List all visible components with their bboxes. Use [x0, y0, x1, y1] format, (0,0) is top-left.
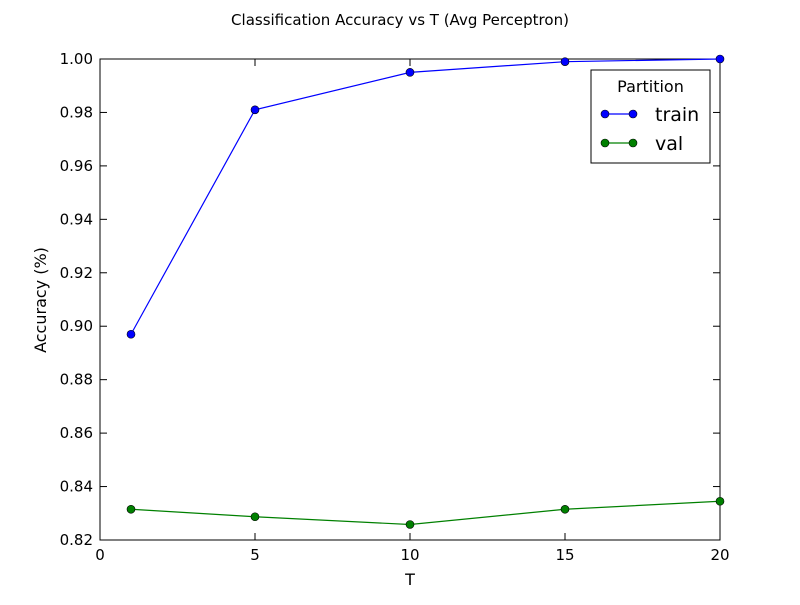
data-point-val — [715, 496, 725, 506]
y-tick-label: 0.98 — [60, 103, 93, 121]
data-point-val — [560, 504, 570, 514]
y-tick-label: 0.82 — [60, 531, 93, 549]
x-tick-label: 20 — [710, 546, 729, 564]
data-point-val — [126, 504, 136, 514]
legend-marker-train — [600, 109, 610, 119]
data-point-train — [126, 329, 136, 339]
x-axis-label: T — [404, 570, 415, 589]
x-tick-label: 10 — [400, 546, 419, 564]
data-point-train — [405, 68, 415, 77]
legend-box — [590, 69, 711, 164]
legend: Partition train val — [590, 69, 711, 164]
y-tick-label: 0.84 — [60, 478, 93, 496]
y-tick-label: 0.90 — [60, 317, 93, 335]
legend-label-val: val — [655, 133, 683, 155]
series-line-val — [130, 500, 721, 526]
y-tick-label: 0.92 — [60, 264, 93, 282]
data-point-train — [250, 105, 260, 115]
y-tick-label: 0.94 — [60, 210, 93, 228]
legend-title: Partition — [617, 77, 684, 96]
x-tick-label: 15 — [555, 546, 574, 564]
legend-marker-train — [628, 109, 638, 119]
data-point-val — [405, 520, 415, 529]
y-tick-label: 0.96 — [60, 157, 93, 175]
y-tick-label: 0.86 — [60, 424, 93, 442]
y-tick-label: 1.00 — [60, 50, 93, 68]
y-tick-label: 0.88 — [60, 371, 93, 389]
y-axis-label: Accuracy (%) — [31, 247, 50, 353]
legend-label-train: train — [655, 104, 699, 126]
data-point-train — [715, 54, 725, 64]
legend-marker-val — [600, 138, 610, 148]
data-point-val — [250, 512, 260, 522]
data-point-train — [560, 57, 570, 66]
plot-area: 0 5 10 15 20 0.82 0.84 0.86 0.88 0.90 0.92 0.94 0.96… — [60, 50, 730, 564]
legend-marker-val — [628, 138, 638, 148]
chart-title: Classification Accuracy vs T (Avg Percep… — [231, 11, 569, 29]
x-tick-label: 5 — [250, 546, 260, 564]
x-tick-label: 0 — [95, 546, 105, 564]
